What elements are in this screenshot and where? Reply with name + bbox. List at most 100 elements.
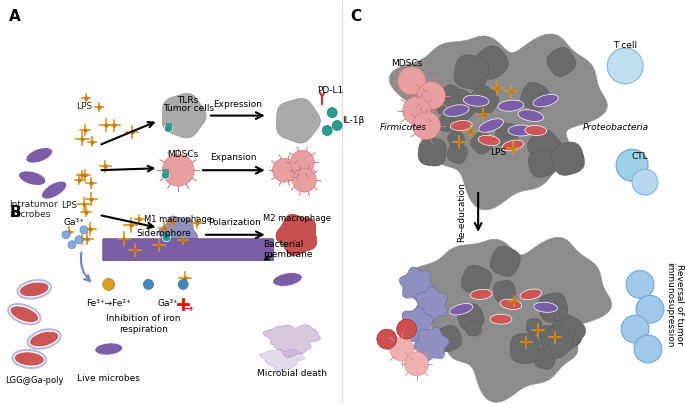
Polygon shape [159,216,198,254]
Text: Firmicutes: Firmicutes [379,123,427,132]
Polygon shape [558,317,586,345]
Polygon shape [448,131,464,148]
Text: LPS: LPS [61,201,77,210]
Polygon shape [527,130,561,163]
Ellipse shape [479,119,503,132]
Polygon shape [433,85,468,120]
Ellipse shape [95,343,123,355]
Text: LGG@Ga-poly: LGG@Ga-poly [5,376,64,385]
Ellipse shape [14,352,44,366]
Text: Polarization: Polarization [208,218,261,227]
Text: A: A [10,9,21,24]
Circle shape [273,158,297,182]
Text: Inhibition of iron
respiration: Inhibition of iron respiration [106,314,181,334]
Circle shape [607,48,643,84]
Text: M2 macrophage: M2 macrophage [264,214,332,223]
Ellipse shape [498,100,524,111]
Text: Tumor cells: Tumor cells [162,104,214,113]
Circle shape [418,82,445,109]
FancyBboxPatch shape [103,239,273,261]
Circle shape [634,335,662,363]
Polygon shape [276,215,317,256]
Text: Ga³⁺: Ga³⁺ [158,299,179,308]
Text: Intratumor
microbes: Intratumor microbes [10,200,58,219]
Text: LPS: LPS [76,102,92,111]
Ellipse shape [42,181,66,199]
Circle shape [292,168,316,192]
Circle shape [621,315,649,343]
Text: →: → [184,304,193,314]
Text: CTL: CTL [632,152,648,161]
Circle shape [636,295,664,323]
Polygon shape [528,150,556,177]
Text: Microbial death: Microbial death [258,369,327,378]
Polygon shape [495,123,519,147]
Text: Reversal of tumor
immunosupression: Reversal of tumor immunosupression [665,261,684,347]
Ellipse shape [508,125,534,136]
Ellipse shape [478,135,500,145]
Polygon shape [454,55,488,89]
Polygon shape [405,237,612,402]
Ellipse shape [502,140,523,151]
Ellipse shape [18,171,46,185]
Polygon shape [447,116,464,133]
Circle shape [403,97,430,124]
Polygon shape [550,314,581,344]
Ellipse shape [534,302,558,312]
Circle shape [162,154,194,186]
Circle shape [290,150,314,174]
Polygon shape [263,325,321,358]
Polygon shape [493,280,516,302]
Circle shape [616,149,648,181]
Ellipse shape [444,105,469,116]
Polygon shape [435,325,462,352]
Circle shape [322,126,332,135]
Text: Bacterial
membrane: Bacterial membrane [262,240,312,259]
Ellipse shape [463,95,489,106]
Polygon shape [526,318,542,334]
Circle shape [632,169,658,195]
Ellipse shape [273,273,302,286]
Circle shape [398,67,425,95]
Circle shape [164,124,172,133]
Polygon shape [259,349,305,371]
Polygon shape [414,327,449,361]
Polygon shape [389,34,608,210]
Text: Ga³⁺: Ga³⁺ [64,218,84,227]
Ellipse shape [29,331,59,347]
Ellipse shape [26,147,53,163]
Polygon shape [538,292,568,322]
Polygon shape [466,320,482,336]
Circle shape [390,337,414,361]
Circle shape [162,234,171,242]
Polygon shape [445,89,477,122]
Polygon shape [521,82,549,110]
Polygon shape [438,116,454,132]
Circle shape [405,352,429,376]
Polygon shape [490,246,521,276]
Text: MDSCs: MDSCs [168,150,199,159]
Ellipse shape [470,289,492,299]
Text: B: B [10,205,21,220]
Polygon shape [471,132,493,154]
Polygon shape [539,325,556,343]
Circle shape [377,329,397,349]
Ellipse shape [533,95,558,107]
Text: M1 macrophage: M1 macrophage [145,215,212,224]
Polygon shape [510,334,540,363]
Ellipse shape [525,126,547,135]
Ellipse shape [520,289,542,300]
Polygon shape [547,47,576,76]
Circle shape [143,280,153,289]
Text: MDSCs: MDSCs [391,59,422,68]
Polygon shape [457,304,484,331]
Polygon shape [276,99,321,143]
Polygon shape [469,86,499,115]
Polygon shape [447,143,467,164]
Circle shape [68,241,76,249]
Polygon shape [540,326,573,358]
Text: IL-1β: IL-1β [342,116,364,125]
Polygon shape [551,142,584,175]
Circle shape [80,226,88,234]
Circle shape [178,280,188,289]
